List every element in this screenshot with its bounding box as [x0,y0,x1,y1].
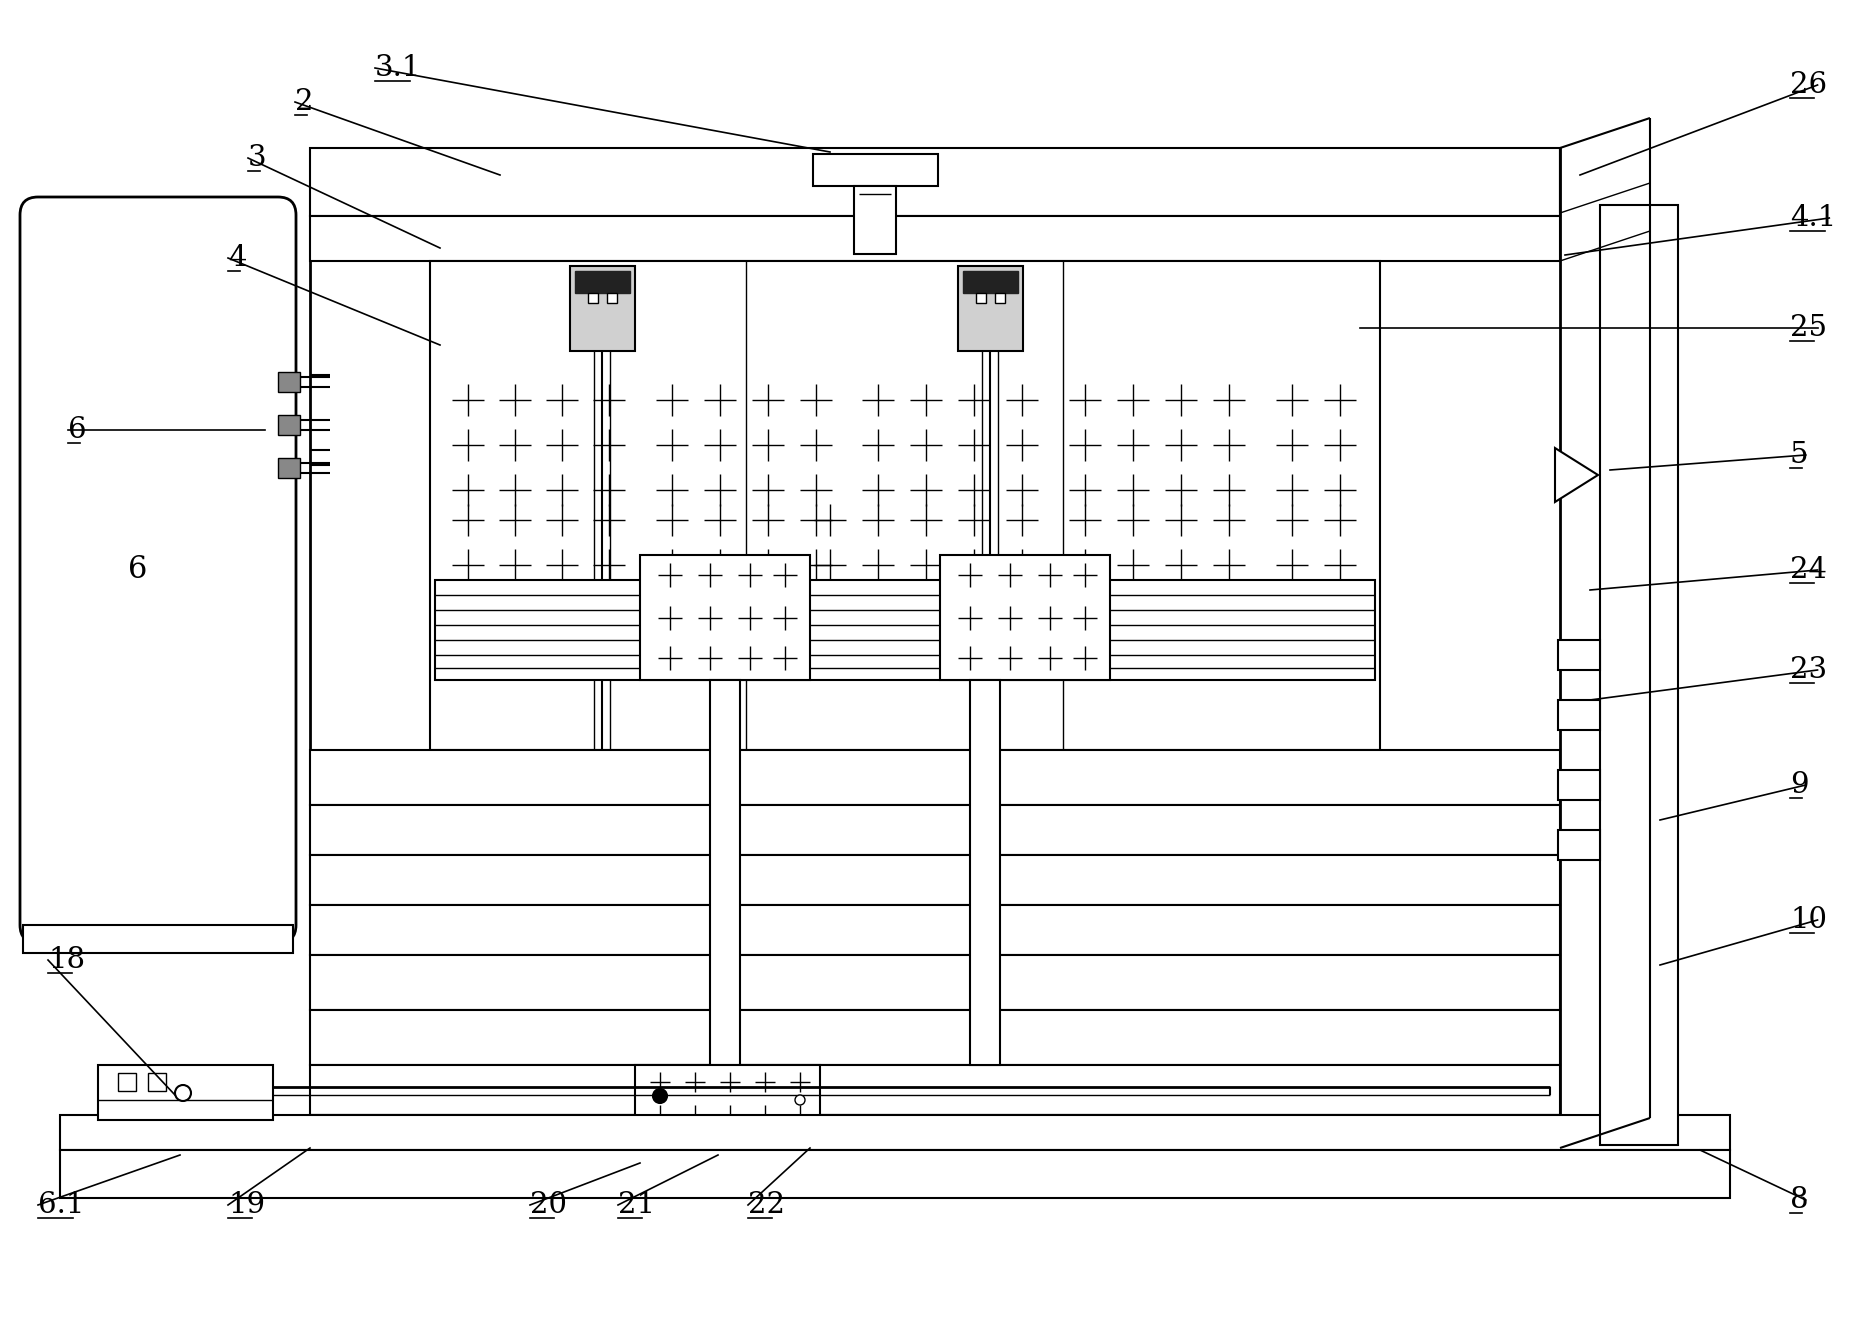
Text: 4: 4 [227,244,246,272]
Bar [309,955,1558,1010]
Text: 23: 23 [1789,657,1827,683]
Text: 22: 22 [747,1191,785,1219]
Text: 24: 24 [1789,556,1827,584]
Bar [969,679,999,1065]
Bar [309,905,1558,955]
Text: 9: 9 [1789,770,1808,799]
Text: 3: 3 [248,143,267,172]
Bar [813,154,938,186]
Bar [1556,770,1599,800]
Bar [854,186,895,255]
Text: 3.1: 3.1 [375,54,421,82]
Bar [606,293,617,303]
Bar [710,679,740,1065]
Bar [309,147,1558,216]
Text: 6.1: 6.1 [37,1191,84,1219]
Bar [22,925,293,953]
Bar [117,1073,136,1091]
Bar [60,1115,1730,1150]
Bar [60,1150,1730,1198]
Bar [639,555,809,679]
Bar [1556,641,1599,670]
Bar [574,271,630,293]
Bar [309,216,1558,261]
Bar [1556,829,1599,860]
Bar [309,147,1558,1148]
Polygon shape [1555,448,1597,502]
Bar [939,555,1109,679]
Text: 20: 20 [529,1191,567,1219]
Bar [278,373,300,393]
Bar [1599,205,1678,1144]
Text: 21: 21 [617,1191,654,1219]
Text: 26: 26 [1789,71,1827,99]
Bar [570,267,634,351]
Bar [975,293,986,303]
Bar [278,458,300,478]
Bar [634,1065,820,1148]
Bar [309,1115,1558,1150]
Text: 10: 10 [1789,906,1827,934]
Bar [958,267,1023,351]
Bar [431,261,1379,750]
Bar [587,293,598,303]
Text: 4.1: 4.1 [1789,204,1836,232]
Bar [434,580,1374,679]
Bar [147,1073,166,1091]
Text: 25: 25 [1789,314,1827,342]
Bar [309,1065,1558,1115]
Circle shape [652,1089,667,1103]
Bar [309,805,1558,855]
Circle shape [794,1095,805,1106]
Bar [99,1065,272,1120]
Text: 2: 2 [295,88,313,117]
Text: 18: 18 [48,946,86,974]
Bar [309,1010,1558,1065]
FancyBboxPatch shape [21,197,296,943]
Circle shape [175,1085,190,1101]
Text: 6: 6 [129,555,147,586]
Text: 6: 6 [67,415,86,444]
Text: 19: 19 [227,1191,265,1219]
Bar [278,415,300,436]
Bar [309,750,1558,805]
Text: 5: 5 [1789,441,1808,469]
Bar [995,293,1005,303]
Bar [1556,699,1599,730]
Text: 8: 8 [1789,1186,1808,1214]
Bar [309,855,1558,904]
Bar [962,271,1018,293]
